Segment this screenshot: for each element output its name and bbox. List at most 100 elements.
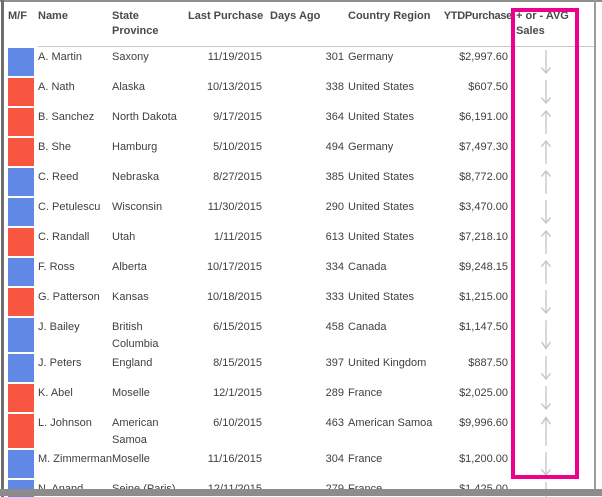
country-region-cell[interactable]: Canada (348, 261, 387, 273)
name-cell[interactable]: A. Nath (38, 81, 75, 93)
last-purchase-cell[interactable]: 6/10/2015 (213, 417, 262, 429)
column-header-avg-sales[interactable]: + or - AVG Sales (512, 0, 595, 47)
name-cell[interactable]: A. Martin (38, 51, 83, 63)
days-ago-cell[interactable]: 458 (325, 321, 344, 333)
ytd-purchase-cell[interactable]: $6,191.00 (459, 111, 508, 123)
trend-cell[interactable] (512, 383, 595, 413)
last-purchase-cell[interactable]: 8/15/2015 (213, 357, 262, 369)
days-ago-cell[interactable]: 463 (325, 417, 344, 429)
name-cell[interactable]: C. Randall (38, 231, 90, 243)
name-cell[interactable]: C. Petulescu (38, 201, 101, 213)
trend-cell[interactable] (512, 107, 595, 137)
ytd-purchase-cell[interactable]: $2,025.00 (459, 387, 508, 399)
name-cell[interactable]: J. Peters (38, 357, 82, 369)
last-purchase-cell[interactable]: 11/30/2015 (207, 201, 262, 213)
last-purchase-cell[interactable]: 5/10/2015 (213, 141, 262, 153)
column-header-ytd-purchase[interactable]: YTDPurchase (432, 0, 512, 47)
column-header-mf[interactable]: M/F (8, 10, 27, 22)
state-province-cell[interactable]: American Samoa (112, 417, 159, 446)
days-ago-cell[interactable]: 334 (325, 261, 344, 273)
ytd-purchase-cell[interactable]: $3,470.00 (459, 201, 508, 213)
gender-cell[interactable] (8, 77, 38, 107)
days-ago-cell[interactable]: 338 (325, 81, 344, 93)
country-region-cell[interactable]: Germany (348, 51, 394, 63)
gender-cell[interactable] (8, 287, 38, 317)
name-cell[interactable]: B. Sanchez (38, 111, 95, 123)
state-province-cell[interactable]: Moselle (112, 453, 150, 465)
country-region-cell[interactable]: American Samoa (348, 417, 433, 429)
country-region-cell[interactable]: France (348, 453, 383, 465)
last-purchase-cell[interactable]: 10/18/2015 (206, 291, 262, 303)
state-province-cell[interactable]: Alberta (112, 261, 147, 273)
days-ago-cell[interactable]: 301 (325, 51, 344, 63)
state-province-cell[interactable]: British Columbia (112, 321, 159, 350)
gender-cell[interactable] (8, 107, 38, 137)
trend-cell[interactable] (512, 77, 595, 107)
gender-cell[interactable] (8, 317, 38, 353)
gender-cell[interactable] (8, 137, 38, 167)
trend-cell[interactable] (512, 137, 595, 167)
last-purchase-cell[interactable]: 9/17/2015 (213, 111, 262, 123)
last-purchase-cell[interactable]: 1/11/2015 (213, 231, 262, 243)
trend-cell[interactable] (512, 353, 595, 383)
name-cell[interactable]: J. Bailey (38, 321, 80, 333)
name-cell[interactable]: K. Abel (38, 387, 73, 399)
country-region-cell[interactable]: United Kingdom (348, 357, 427, 369)
ytd-purchase-cell[interactable]: $7,218.10 (459, 231, 508, 243)
column-header-last-purchase[interactable]: Last Purchase (184, 0, 264, 47)
ytd-purchase-cell[interactable]: $887.50 (468, 357, 508, 369)
country-region-cell[interactable]: France (348, 387, 383, 399)
days-ago-cell[interactable]: 289 (325, 387, 344, 399)
name-cell[interactable]: F. Ross (38, 261, 75, 273)
name-cell[interactable]: G. Patterson (38, 291, 100, 303)
name-cell[interactable]: B. She (38, 141, 72, 153)
country-region-cell[interactable]: Germany (348, 141, 394, 153)
last-purchase-cell[interactable]: 10/13/2015 (206, 81, 262, 93)
days-ago-cell[interactable]: 290 (325, 201, 344, 213)
country-region-cell[interactable]: Canada (348, 321, 387, 333)
country-region-cell[interactable]: United States (348, 201, 415, 213)
ytd-purchase-cell[interactable]: $2,997.60 (459, 51, 508, 63)
days-ago-cell[interactable]: 333 (325, 291, 344, 303)
column-header-state-province[interactable]: State Province (112, 0, 184, 47)
ytd-purchase-cell[interactable]: $607.50 (468, 81, 508, 93)
country-region-cell[interactable]: United States (348, 81, 415, 93)
ytd-purchase-cell[interactable]: $8,772.00 (459, 171, 508, 183)
trend-cell[interactable] (512, 197, 595, 227)
column-header-country-region[interactable]: Country Region (344, 0, 432, 47)
state-province-cell[interactable]: England (112, 357, 153, 369)
state-province-cell[interactable]: Nebraska (112, 171, 160, 183)
state-province-cell[interactable]: Alaska (112, 81, 146, 93)
last-purchase-cell[interactable]: 6/15/2015 (213, 321, 262, 333)
column-header-days-ago[interactable]: Days Ago (264, 0, 344, 47)
ytd-purchase-cell[interactable]: $1,200.00 (459, 453, 508, 465)
gender-cell[interactable] (8, 353, 38, 383)
ytd-purchase-cell[interactable]: $1,215.00 (459, 291, 508, 303)
country-region-cell[interactable]: United States (348, 231, 415, 243)
country-region-cell[interactable]: United States (348, 291, 415, 303)
gender-cell[interactable] (8, 47, 38, 77)
days-ago-cell[interactable]: 304 (325, 453, 344, 465)
state-province-cell[interactable]: Moselle (112, 387, 150, 399)
country-region-cell[interactable]: United States (348, 111, 415, 123)
state-province-cell[interactable]: Saxony (112, 51, 149, 63)
trend-cell[interactable] (512, 47, 595, 77)
ytd-purchase-cell[interactable]: $9,248.15 (459, 261, 508, 273)
column-header-name[interactable]: Name (38, 0, 112, 47)
gender-cell[interactable] (8, 413, 38, 449)
last-purchase-cell[interactable]: 11/19/2015 (207, 51, 262, 63)
last-purchase-cell[interactable]: 8/27/2015 (213, 171, 262, 183)
ytd-purchase-cell[interactable]: $7,497.30 (459, 141, 508, 153)
trend-cell[interactable] (512, 449, 595, 479)
trend-cell[interactable] (512, 287, 595, 317)
state-province-cell[interactable]: Utah (112, 231, 136, 243)
days-ago-cell[interactable]: 613 (325, 231, 344, 243)
last-purchase-cell[interactable]: 12/1/2015 (213, 387, 262, 399)
name-cell[interactable]: M. Zimmerman (38, 453, 112, 465)
name-cell[interactable]: C. Reed (38, 171, 79, 183)
state-province-cell[interactable]: North Dakota (112, 111, 177, 123)
trend-cell[interactable] (512, 317, 595, 353)
days-ago-cell[interactable]: 494 (325, 141, 344, 153)
trend-cell[interactable] (512, 413, 595, 449)
gender-cell[interactable] (8, 167, 38, 197)
